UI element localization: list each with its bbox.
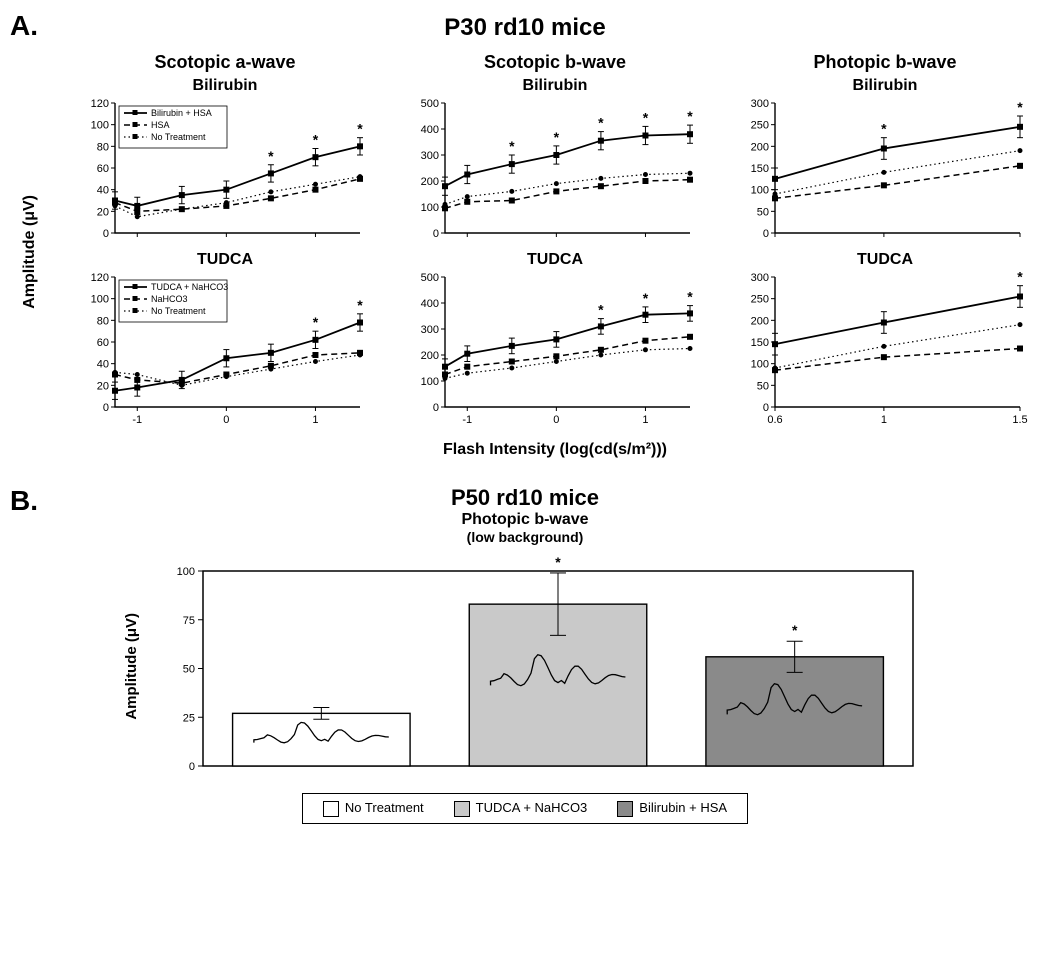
svg-text:*: * xyxy=(357,121,363,137)
svg-text:40: 40 xyxy=(97,359,109,371)
svg-text:*: * xyxy=(268,148,274,164)
svg-text:40: 40 xyxy=(97,185,109,197)
svg-text:0: 0 xyxy=(763,402,769,414)
svg-text:100: 100 xyxy=(421,202,439,214)
svg-text:200: 200 xyxy=(421,176,439,188)
svg-text:0: 0 xyxy=(553,414,559,426)
panel-a-title: P30 rd10 mice xyxy=(10,14,1040,42)
svg-text:No Treatment: No Treatment xyxy=(151,132,206,142)
panel-b-label: B. xyxy=(10,485,70,517)
y-axis-label-b: Amplitude (μV) xyxy=(123,613,140,720)
svg-text:300: 300 xyxy=(421,324,439,336)
svg-text:200: 200 xyxy=(751,141,769,153)
panel-b-title3: (low background) xyxy=(70,529,980,545)
svg-text:300: 300 xyxy=(751,98,769,110)
bar-chart: 0 25 50 75 100 * * xyxy=(148,551,928,781)
svg-text:*: * xyxy=(881,121,887,137)
svg-text:500: 500 xyxy=(421,98,439,110)
svg-text:150: 150 xyxy=(751,163,769,175)
svg-text:300: 300 xyxy=(421,150,439,162)
col-title-2: Scotopic b-wave xyxy=(400,52,710,73)
chart-r2c3: TUDCA0501001502002503000.611.5* xyxy=(730,251,1040,431)
col-title-1: Scotopic a-wave xyxy=(70,52,380,73)
svg-text:25: 25 xyxy=(182,712,194,724)
svg-text:*: * xyxy=(791,622,797,638)
svg-text:200: 200 xyxy=(421,350,439,362)
panel-b-title1: P50 rd10 mice xyxy=(70,485,980,511)
svg-text:Bilirubin + HSA: Bilirubin + HSA xyxy=(151,108,212,118)
svg-text:*: * xyxy=(687,108,693,124)
svg-text:100: 100 xyxy=(91,294,109,306)
panel-b-title2: Photopic b-wave xyxy=(70,511,980,529)
svg-text:100: 100 xyxy=(751,185,769,197)
svg-text:100: 100 xyxy=(751,359,769,371)
svg-text:120: 120 xyxy=(91,98,109,110)
y-axis-label-a: Amplitude (μV) xyxy=(21,195,39,314)
svg-text:1: 1 xyxy=(642,414,648,426)
chart-r2c2: TUDCA0100200300400500-101*** xyxy=(400,251,710,431)
svg-text:20: 20 xyxy=(97,380,109,392)
svg-text:*: * xyxy=(1017,271,1023,285)
svg-text:60: 60 xyxy=(97,337,109,349)
svg-text:0: 0 xyxy=(223,414,229,426)
svg-text:HSA: HSA xyxy=(151,120,170,130)
svg-text:*: * xyxy=(313,132,319,148)
svg-text:*: * xyxy=(643,109,649,125)
chart-r1c1: Bilirubin020406080100120***Bilirubin + H… xyxy=(70,77,380,247)
svg-text:75: 75 xyxy=(182,615,194,627)
svg-text:*: * xyxy=(643,290,649,306)
svg-text:TUDCA + NaHCO3: TUDCA + NaHCO3 xyxy=(151,282,228,292)
svg-text:0: 0 xyxy=(763,228,769,240)
svg-text:120: 120 xyxy=(91,272,109,284)
svg-text:50: 50 xyxy=(757,380,769,392)
svg-text:*: * xyxy=(554,129,560,145)
svg-text:0: 0 xyxy=(103,228,109,240)
svg-text:*: * xyxy=(1017,99,1023,115)
svg-text:250: 250 xyxy=(751,294,769,306)
chart-r2c1: TUDCA020406080100120-101**TUDCA + NaHCO3… xyxy=(70,251,380,431)
svg-text:0: 0 xyxy=(103,402,109,414)
svg-text:1: 1 xyxy=(881,414,887,426)
svg-text:400: 400 xyxy=(421,298,439,310)
svg-text:50: 50 xyxy=(182,664,194,676)
svg-text:400: 400 xyxy=(421,124,439,136)
svg-text:*: * xyxy=(598,115,604,131)
svg-text:80: 80 xyxy=(97,315,109,327)
svg-text:*: * xyxy=(687,289,693,305)
svg-text:NaHCO3: NaHCO3 xyxy=(151,294,188,304)
x-axis-label-a: Flash Intensity (log(cd(s/m²))) xyxy=(70,441,1040,459)
svg-text:1: 1 xyxy=(312,414,318,426)
svg-text:-1: -1 xyxy=(462,414,472,426)
svg-text:*: * xyxy=(357,297,363,313)
svg-text:*: * xyxy=(598,302,604,318)
legend-panel-b: No Treatment TUDCA + NaHCO3 Bilirubin + … xyxy=(302,793,748,824)
svg-text:500: 500 xyxy=(421,272,439,284)
svg-text:0.6: 0.6 xyxy=(767,414,782,426)
svg-text:100: 100 xyxy=(176,566,194,578)
svg-text:80: 80 xyxy=(97,141,109,153)
svg-text:-1: -1 xyxy=(132,414,142,426)
svg-text:*: * xyxy=(313,314,319,330)
svg-text:0: 0 xyxy=(433,228,439,240)
svg-text:60: 60 xyxy=(97,163,109,175)
svg-text:50: 50 xyxy=(757,206,769,218)
svg-text:20: 20 xyxy=(97,206,109,218)
svg-text:250: 250 xyxy=(751,120,769,132)
svg-text:300: 300 xyxy=(751,272,769,284)
svg-text:100: 100 xyxy=(91,120,109,132)
svg-text:1.5: 1.5 xyxy=(1012,414,1027,426)
svg-text:0: 0 xyxy=(188,761,194,773)
svg-text:200: 200 xyxy=(751,315,769,327)
svg-text:No Treatment: No Treatment xyxy=(151,306,206,316)
svg-text:150: 150 xyxy=(751,337,769,349)
col-title-3: Photopic b-wave xyxy=(730,52,1040,73)
svg-text:0: 0 xyxy=(433,402,439,414)
svg-text:*: * xyxy=(555,554,561,570)
svg-text:*: * xyxy=(509,138,515,154)
chart-r1c3: Bilirubin050100150200250300** xyxy=(730,77,1040,247)
chart-r1c2: Bilirubin0100200300400500***** xyxy=(400,77,710,247)
svg-text:100: 100 xyxy=(421,376,439,388)
